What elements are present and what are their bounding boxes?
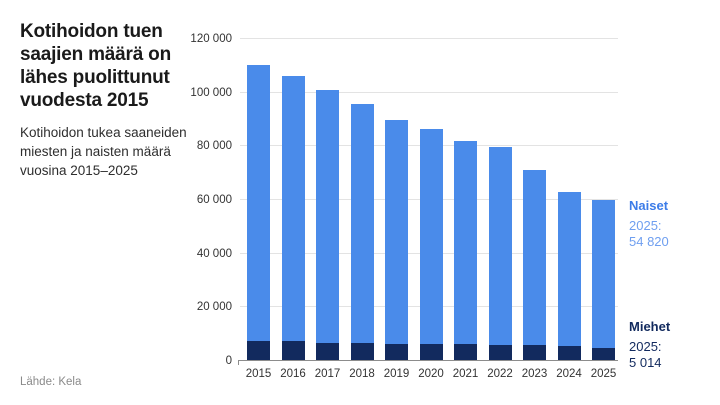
bar-segment-naiset-2025 [592, 200, 615, 348]
x-axis-tick-label: 2019 [383, 368, 410, 380]
bar-segment-miehet-2019 [385, 343, 408, 361]
x-axis-tick-label: 2022 [487, 368, 513, 380]
bar-2018 [350, 104, 374, 361]
bar-2025 [592, 200, 615, 361]
bar-segment-naiset-2023 [523, 169, 546, 346]
y-axis-tick-label: 20 000 [196, 301, 232, 314]
bar-segment-miehet-2021 [454, 344, 477, 361]
bar-segment-miehet-2023 [523, 345, 546, 361]
bar-segment-miehet-2017 [316, 342, 339, 361]
x-axis-tick-label: 2015 [245, 368, 272, 380]
x-axis-tick-label: 2016 [280, 368, 306, 380]
bar-segment-miehet-2022 [488, 344, 512, 361]
bar-segment-naiset-2015 [247, 65, 270, 342]
naiset-annotation-value: 54 820 [629, 234, 669, 249]
y-axis-tick-label: 100 000 [190, 86, 232, 99]
bar-segment-miehet-2025 [592, 347, 615, 361]
bar-2019 [385, 119, 408, 361]
bar-segment-naiset-2020 [419, 128, 443, 345]
bar-segment-naiset-2022 [488, 147, 512, 345]
bar-2022 [488, 147, 512, 361]
x-axis-tick-label: 2024 [556, 368, 582, 380]
gridline [240, 91, 618, 93]
bar-2020 [419, 128, 443, 361]
x-axis-tick-label: 2018 [349, 368, 375, 380]
x-axis-tick-label: 2025 [590, 368, 617, 380]
bar-segment-naiset-2021 [454, 140, 477, 345]
bar-segment-naiset-2019 [385, 119, 408, 344]
bar-segment-miehet-2020 [419, 344, 443, 361]
bar-2015 [247, 65, 270, 361]
bar-segment-miehet-2015 [247, 341, 270, 361]
miehet-annotation-value: 5 014 [629, 355, 662, 370]
bar-segment-miehet-2016 [281, 341, 305, 361]
miehet-annotation: Miehet 2025: 5 014 [629, 319, 717, 371]
miehet-annotation-year: 2025: [629, 339, 662, 354]
bar-segment-naiset-2017 [316, 90, 339, 343]
bar-segment-miehet-2018 [350, 343, 374, 361]
y-axis-tick-label: 40 000 [196, 247, 232, 260]
y-axis-tick-label: 120 000 [190, 33, 232, 45]
bar-2017 [316, 90, 339, 361]
page-title: Kotihoidon tuen saajien määrä on lähes p… [20, 21, 171, 111]
y-axis-tick-label: 80 000 [196, 140, 232, 153]
naiset-annotation-year: 2025: [629, 218, 662, 233]
bar-2021 [454, 140, 477, 361]
y-axis-tick-label: 60 000 [196, 194, 232, 206]
bar-segment-naiset-2016 [281, 76, 305, 342]
naiset-annotation-label: Naiset [629, 198, 669, 213]
y-axis-tick-label: 0 [225, 355, 232, 367]
header: Kotihoidon tuen saajien määrä on lähes p… [20, 20, 210, 180]
bar-segment-naiset-2024 [557, 192, 581, 347]
x-axis-tick-label: 2017 [314, 368, 341, 380]
x-axis-tick-label: 2021 [452, 368, 479, 380]
page-subtitle: Kotihoidon tukea saaneiden miesten ja na… [20, 125, 187, 178]
source-note: Lähde: Kela [20, 376, 82, 388]
bar-segment-naiset-2018 [350, 104, 374, 344]
gridline [240, 38, 618, 39]
x-axis-line [238, 360, 618, 361]
bar-2023 [523, 169, 546, 361]
plot-area [240, 38, 618, 361]
x-axis-tick-label: 2020 [418, 368, 444, 380]
x-axis-zero-tick [238, 360, 239, 365]
miehet-annotation-label: Miehet [629, 319, 671, 334]
naiset-annotation: Naiset 2025: 54 820 [629, 198, 717, 250]
bar-2016 [281, 76, 305, 361]
x-axis-tick-label: 2023 [521, 368, 548, 380]
bar-2024 [557, 192, 581, 361]
bar-segment-miehet-2024 [557, 346, 581, 361]
